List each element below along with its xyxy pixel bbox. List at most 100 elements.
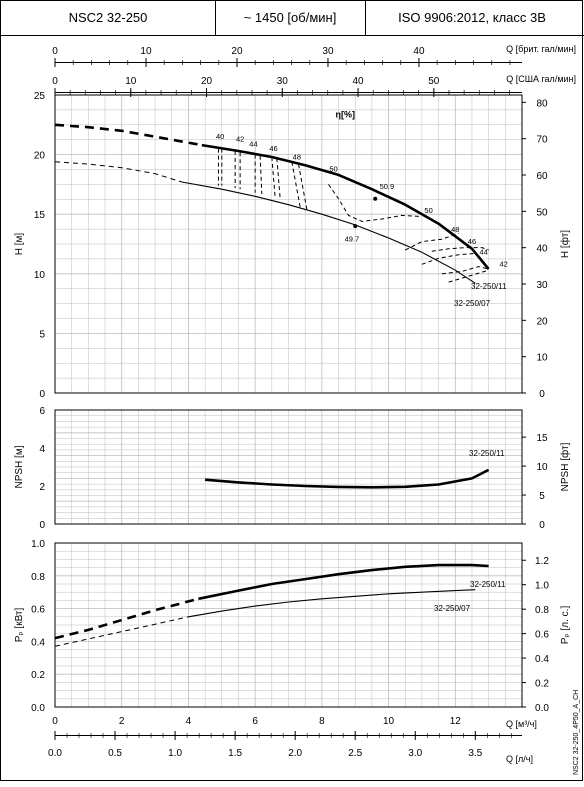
efficiency-label: 50.9 bbox=[380, 182, 395, 191]
head-series-eff-dash-9 bbox=[448, 269, 489, 283]
npsh-panel: 0 2 4 6 0 5 10 15 NPSH [м] NPSH [фт] bbox=[14, 406, 571, 531]
y-tick-label: 5 bbox=[39, 329, 45, 340]
ls-tick-label: 3.5 bbox=[468, 748, 482, 759]
yr-tick-label: 0.4 bbox=[535, 654, 549, 665]
m3h-tick-label: 6 bbox=[252, 716, 258, 727]
y-tick-label: 0.8 bbox=[31, 572, 45, 583]
yr-tick-label: 0.6 bbox=[535, 630, 549, 641]
yr-tick-label: 70 bbox=[536, 135, 548, 146]
head-ylabel: H [м] bbox=[14, 233, 25, 256]
us-tick-label: 10 bbox=[125, 76, 137, 87]
m3h-tick-label: 10 bbox=[383, 716, 395, 727]
y-tick-label: 0.6 bbox=[31, 605, 45, 616]
efficiency-isoline bbox=[291, 161, 301, 208]
head-series-eff-dash-4 bbox=[328, 184, 422, 222]
yr-tick-label: 0 bbox=[539, 389, 545, 400]
power-ylabel-right: Pₚ [л. с.] bbox=[560, 606, 571, 645]
m3h-tick-label: 4 bbox=[186, 716, 192, 727]
uk-tick-label: 10 bbox=[140, 46, 152, 57]
ls-tick-label: 1.5 bbox=[228, 748, 242, 759]
top-axis-uk: 0 10 20 30 40 Q [брит. гал/мин] bbox=[52, 44, 576, 67]
head-series-32-250-07-2 bbox=[181, 181, 476, 284]
ls-tick-label: 2.0 bbox=[288, 748, 302, 759]
head-series-eff-dash-5 bbox=[431, 247, 489, 252]
y-tick-label: 0.4 bbox=[31, 637, 45, 648]
power-series-32-250-07-2 bbox=[188, 589, 476, 618]
power-ylabel: Pₚ [кВт] bbox=[14, 607, 25, 642]
y-tick-label: 0.2 bbox=[31, 670, 45, 681]
y-tick-label: 25 bbox=[34, 91, 46, 102]
power-series-dash-thin-3 bbox=[54, 616, 189, 647]
best-efficiency-point bbox=[373, 196, 378, 201]
y-tick-label: 1.0 bbox=[31, 539, 45, 550]
efficiency-label: 50 bbox=[424, 206, 432, 215]
uk-tick-label: 20 bbox=[231, 46, 243, 57]
efficiency-label: 44 bbox=[249, 139, 257, 148]
npsh-ylabel: NPSH [м] bbox=[14, 445, 25, 488]
head-series-eff-dash-7 bbox=[421, 253, 476, 265]
ls-tick-label: 0.5 bbox=[108, 748, 122, 759]
header-model: NSC2 32-250 bbox=[69, 10, 148, 25]
ls-tick-label: 1.0 bbox=[168, 748, 182, 759]
head-series-dash-thick-1 bbox=[54, 123, 203, 147]
yr-tick-label: 40 bbox=[536, 244, 548, 255]
head-series-dash-thin-3 bbox=[54, 161, 182, 183]
yr-tick-label: 15 bbox=[536, 433, 548, 444]
yr-tick-label: 0.8 bbox=[535, 605, 549, 616]
efficiency-isoline bbox=[298, 164, 308, 210]
yr-tick-label: 60 bbox=[536, 171, 548, 182]
npsh-label-32-250-11: 32-250/11 bbox=[469, 449, 505, 458]
efficiency-isoline bbox=[276, 158, 281, 199]
y-tick-label: 4 bbox=[39, 444, 45, 455]
yr-tick-label: 50 bbox=[536, 207, 548, 218]
y-tick-label: 20 bbox=[34, 151, 46, 162]
head-grid bbox=[54, 94, 523, 394]
head-series-32-250-11-0 bbox=[201, 143, 490, 270]
header-standard: ISO 9906:2012, класс 3B bbox=[398, 10, 546, 25]
efficiency-isoline bbox=[271, 156, 276, 198]
yr-tick-label: 1.0 bbox=[535, 581, 549, 592]
us-tick-label: 0 bbox=[52, 76, 58, 87]
yr-tick-label: 0.0 bbox=[535, 703, 549, 714]
yr-tick-label: 80 bbox=[536, 98, 548, 109]
header-speed: ~ 1450 [об/мин] bbox=[244, 10, 337, 25]
efficiency-title: η[%] bbox=[335, 110, 355, 120]
efficiency-label: 46 bbox=[269, 144, 277, 153]
power-frame bbox=[54, 542, 523, 708]
uk-tick-label: 30 bbox=[322, 46, 334, 57]
yr-tick-label: 10 bbox=[536, 462, 548, 473]
side-note: NSC2 32-250_4P50_A_CH bbox=[573, 690, 580, 775]
us-tick-label: 40 bbox=[352, 76, 364, 87]
yr-tick-label: 5 bbox=[539, 491, 545, 502]
yr-tick-label: 0.2 bbox=[535, 679, 549, 690]
uk-axis-label: Q [брит. гал/мин] bbox=[506, 44, 576, 54]
ls-axis-label: Q [л/ч] bbox=[506, 754, 533, 764]
y-tick-label: 0.0 bbox=[31, 703, 45, 714]
y-tick-label: 0 bbox=[39, 520, 45, 531]
yr-tick-label: 0 bbox=[539, 520, 545, 531]
uk-tick-label: 0 bbox=[52, 46, 58, 57]
head-ylabel-right: H [фт] bbox=[559, 230, 571, 258]
y-tick-label: 10 bbox=[34, 270, 46, 281]
efficiency-label: 50 bbox=[329, 164, 337, 173]
m3h-tick-label: 12 bbox=[450, 716, 462, 727]
m3h-tick-label: 2 bbox=[119, 716, 125, 727]
m3h-tick-label: 8 bbox=[319, 716, 325, 727]
efficiency-isoline bbox=[259, 155, 263, 194]
power-series-32-250-11-0 bbox=[198, 563, 489, 601]
y-tick-label: 2 bbox=[39, 482, 45, 493]
us-axis-label: Q [США гал/мин] bbox=[506, 74, 576, 84]
efficiency-label: 44 bbox=[479, 248, 487, 257]
y-tick-label: 6 bbox=[39, 406, 45, 417]
ls-tick-group: 0.0 0.5 1.0 1.5 2.0 2.5 3.0 3.5 bbox=[48, 731, 512, 759]
y-tick-label: 15 bbox=[34, 210, 46, 221]
efficiency-label: 48 bbox=[293, 152, 301, 161]
uk-tick-label: 40 bbox=[413, 46, 425, 57]
head-series-eff-dash-8 bbox=[441, 266, 489, 275]
yr-tick-label: 1.2 bbox=[535, 556, 549, 567]
ls-tick-label: 3.0 bbox=[408, 748, 422, 759]
yr-tick-label: 10 bbox=[536, 353, 548, 364]
power-label-32-250-11: 32-250/11 bbox=[470, 580, 506, 589]
